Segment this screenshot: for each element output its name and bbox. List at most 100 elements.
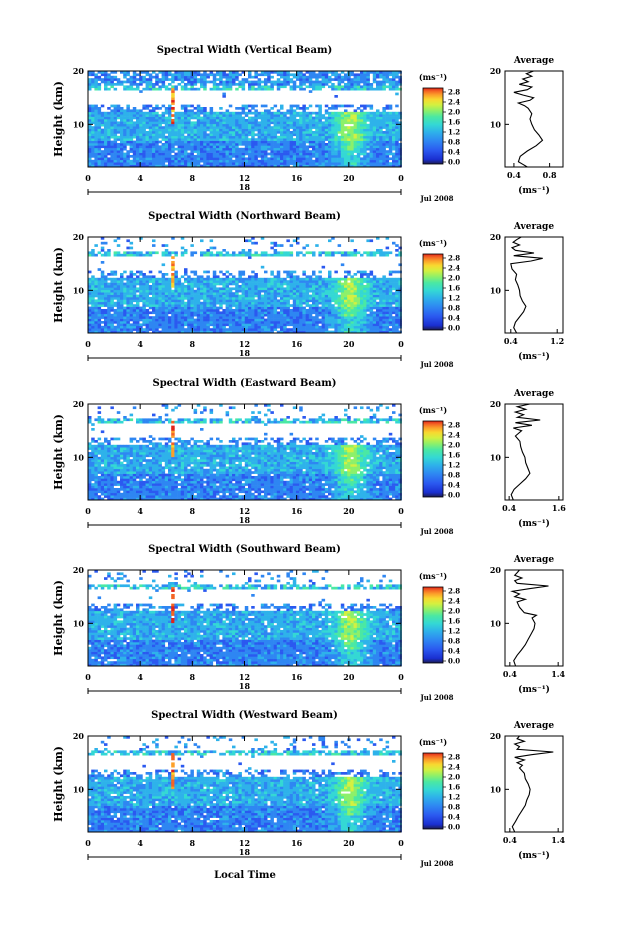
heatmap-cells	[88, 570, 402, 667]
x-tick-label: 8	[190, 173, 196, 183]
colorbar-tick-label: 0.0	[448, 491, 460, 500]
x-tick-label: 0	[398, 672, 404, 682]
heatmap-title: Spectral Width (Vertical Beam)	[157, 45, 333, 56]
avg-x-axis-label: (ms⁻¹)	[518, 351, 550, 362]
heatmap-cells	[88, 71, 402, 168]
date-label: Jul 2008	[420, 693, 454, 702]
y-axis-label: Height (km)	[52, 414, 65, 490]
x-tick-label: 0	[398, 339, 404, 349]
x-tick-label: 20	[343, 173, 355, 183]
colorbar-tick-label: 1.2	[448, 294, 460, 303]
colorbar-tick-label: 0.8	[448, 304, 460, 313]
average-profile-line	[511, 735, 554, 833]
colorbar-tick-label: 0.0	[448, 823, 460, 832]
x-tick-label: 12	[239, 506, 250, 516]
average-title: Average	[513, 389, 554, 399]
x-tick-label: 0	[398, 173, 404, 183]
avg-x-tick-label: 0.4	[502, 503, 516, 513]
colorbar-tick-label: 0.4	[448, 813, 460, 822]
avg-x-tick-label: 1.2	[550, 336, 564, 346]
day-label: 18	[239, 515, 251, 525]
x-tick-label: 0	[85, 506, 91, 516]
x-tick-label: 16	[291, 672, 303, 682]
y-tick-label: 20	[73, 232, 85, 242]
colorbar-tick-label: 2.4	[448, 763, 460, 772]
avg-x-tick-label: 0.4	[507, 170, 521, 180]
day-label: 18	[239, 681, 251, 691]
colorbar	[422, 752, 444, 830]
colorbar-tick-label: 0.4	[448, 314, 460, 323]
x-tick-label: 8	[190, 339, 196, 349]
x-tick-label: 12	[239, 838, 250, 848]
average-frame	[504, 569, 564, 667]
colorbar-tick-label: 2.8	[448, 421, 460, 430]
colorbar-tick-label: 1.2	[448, 793, 460, 802]
avg-x-axis-label: (ms⁻¹)	[518, 518, 550, 529]
colorbar-tick-label: 0.4	[448, 647, 460, 656]
date-label: Jul 2008	[420, 527, 454, 536]
colorbar-tick-label: 0.8	[448, 637, 460, 646]
avg-y-tick-label: 20	[490, 565, 502, 575]
colorbar-tick-label: 0.8	[448, 138, 460, 147]
colorbar-tick-label: 2.8	[448, 753, 460, 762]
panel-0: Spectral Width (Vertical Beam) Height (km…	[52, 45, 564, 203]
colorbar-tick-label: 2.8	[448, 254, 460, 263]
x-tick-label: 0	[398, 838, 404, 848]
average-frame	[504, 236, 564, 334]
y-tick-label: 10	[73, 119, 85, 129]
y-axis-label: Height (km)	[52, 247, 65, 323]
x-tick-label: 16	[291, 339, 303, 349]
y-tick-label: 20	[73, 399, 85, 409]
avg-x-axis-label: (ms⁻¹)	[518, 185, 550, 196]
avg-y-tick-label: 20	[490, 66, 502, 76]
day-label: 18	[239, 348, 251, 358]
date-label: Jul 2008	[420, 360, 454, 369]
colorbar-tick-label: 1.6	[448, 617, 460, 626]
colorbar-tick-label: 0.0	[448, 657, 460, 666]
x-tick-label: 12	[239, 672, 250, 682]
average-frame	[504, 70, 564, 168]
heatmap-cells	[88, 736, 402, 833]
colorbar-tick-label: 0.8	[448, 803, 460, 812]
colorbar-tick-label: 2.0	[448, 274, 460, 283]
colorbar-tick-label: 2.4	[448, 597, 460, 606]
avg-y-tick-label: 10	[490, 119, 502, 129]
x-tick-label: 0	[85, 672, 91, 682]
y-tick-label: 10	[73, 285, 85, 295]
colorbar-tick-label: 0.8	[448, 471, 460, 480]
colorbar-unit: (ms⁻¹)	[419, 72, 447, 82]
average-title: Average	[513, 721, 554, 731]
x-tick-label: 8	[190, 672, 196, 682]
x-axis-label: Local Time	[214, 870, 276, 881]
avg-y-tick-label: 10	[490, 452, 502, 462]
colorbar-tick-label: 1.6	[448, 118, 460, 127]
day-label: 18	[239, 182, 251, 192]
average-profile-line	[510, 403, 541, 501]
avg-x-axis-label: (ms⁻¹)	[518, 850, 550, 861]
y-tick-label: 10	[73, 618, 85, 628]
heatmap-title: Spectral Width (Northward Beam)	[148, 211, 341, 222]
colorbar-tick-label: 1.2	[448, 461, 460, 470]
date-label: Jul 2008	[420, 859, 454, 868]
avg-y-tick-label: 20	[490, 731, 502, 741]
heatmap-title: Spectral Width (Eastward Beam)	[152, 378, 336, 389]
colorbar	[422, 253, 444, 331]
x-tick-label: 12	[239, 339, 250, 349]
colorbar-unit: (ms⁻¹)	[419, 405, 447, 415]
heatmap-cells	[88, 404, 402, 501]
x-tick-label: 0	[398, 506, 404, 516]
panel-2: Spectral Width (Eastward Beam) Height (km…	[52, 378, 566, 536]
colorbar-tick-label: 2.8	[448, 587, 460, 596]
avg-x-tick-label: 1.4	[551, 669, 565, 679]
avg-x-tick-label: 1.6	[552, 503, 566, 513]
colorbar-tick-label: 2.0	[448, 773, 460, 782]
colorbar-tick-label: 2.4	[448, 98, 460, 107]
colorbar-unit: (ms⁻¹)	[419, 238, 447, 248]
y-tick-label: 20	[73, 565, 85, 575]
y-axis-label: Height (km)	[52, 81, 65, 157]
colorbar-unit: (ms⁻¹)	[419, 737, 447, 747]
x-tick-label: 8	[190, 838, 196, 848]
avg-y-tick-label: 20	[490, 399, 502, 409]
y-axis-label: Height (km)	[52, 746, 65, 822]
